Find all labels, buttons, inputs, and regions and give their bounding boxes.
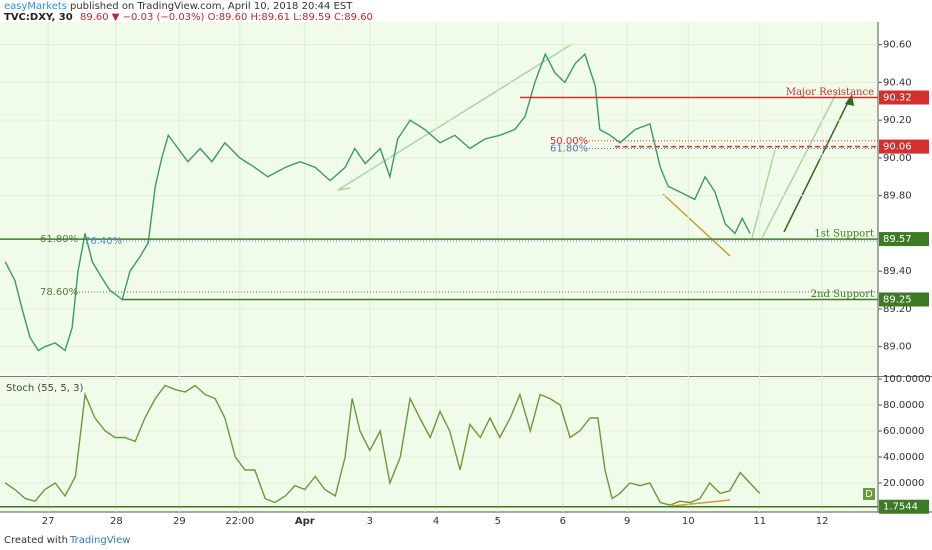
y-tick-label: 89.20	[883, 304, 912, 315]
y-tick-label: 90.20	[883, 115, 912, 126]
price-box-label: 90.32	[883, 93, 912, 104]
price-pane	[0, 22, 878, 375]
series-line	[4, 384, 761, 506]
fib-label: 61.80%	[40, 234, 78, 245]
y-tick-label: 89.80	[883, 191, 912, 202]
fib-label: 76.40%	[84, 236, 122, 247]
path-arrow	[761, 89, 839, 239]
level-label: 1st Support	[814, 229, 874, 240]
x-tick-label: 27	[42, 516, 55, 527]
level-label: 2nd Support	[811, 289, 874, 300]
fib-label: 50.00%	[550, 136, 588, 147]
brand: TradingView	[69, 535, 130, 546]
y-tick-label: 90.00	[883, 153, 912, 164]
y-tick-label: 89.40	[883, 266, 912, 277]
x-tick-label: Apr	[295, 516, 315, 527]
fib-label: 78.60%	[40, 287, 78, 298]
y-tick-label: 100.0000	[883, 374, 931, 385]
divergence-line	[671, 499, 731, 507]
stoch-pane	[0, 378, 878, 512]
x-tick-label: 5	[495, 516, 501, 527]
x-tick-label: 22:00	[225, 516, 254, 527]
legend-label: D	[865, 489, 873, 500]
price-box-label: 89.57	[883, 234, 912, 245]
fib-label: 61.80%	[550, 143, 588, 154]
price-box	[879, 139, 929, 154]
price-box	[879, 292, 929, 307]
y-tick-label: 90.60	[883, 40, 912, 51]
pane-title: Stoch (55, 5, 3)	[6, 383, 83, 394]
publisher: easyMarkets	[4, 1, 67, 12]
price-box-label: 1.7544	[883, 502, 918, 513]
y-tick-label: 20.0000	[883, 478, 924, 489]
x-tick-label: 3	[367, 516, 373, 527]
y-tick-label: 90.40	[883, 77, 912, 88]
path-arrow	[751, 149, 776, 239]
symbol: TVC:DXY, 30	[4, 12, 73, 23]
x-tick-label: 28	[110, 516, 123, 527]
x-tick-label: 4	[433, 516, 439, 527]
price-box-label: 89.25	[883, 294, 912, 305]
level-label: Major Resistance	[786, 87, 874, 98]
trend-arrow	[337, 187, 351, 191]
legend-box	[863, 488, 875, 500]
trend-arrow	[337, 43, 573, 191]
x-tick-label: 29	[173, 516, 186, 527]
series-line	[4, 52, 751, 352]
x-tick-label: 11	[753, 516, 766, 527]
y-tick-label: 40.0000	[883, 452, 924, 463]
price-box	[879, 499, 929, 514]
x-tick-label: 10	[682, 516, 695, 527]
price-box-label: 90.06	[883, 142, 912, 153]
x-tick-label: 12	[816, 516, 829, 527]
y-tick-label: 60.0000	[883, 426, 924, 437]
price-box	[879, 90, 929, 105]
created: Created with	[4, 535, 68, 546]
x-tick-label: 9	[624, 516, 630, 527]
quote: 89.60 ▼ −0.03 (−0.03%) O:89.60 H:89.61 L…	[80, 12, 373, 23]
y-tick-label: 89.00	[883, 342, 912, 353]
price-box	[879, 232, 929, 247]
x-tick-label: 6	[560, 516, 566, 527]
published: published on TradingView.com, April 10, …	[70, 1, 353, 12]
y-tick-label: 80.0000	[883, 400, 924, 411]
wedge-line	[662, 193, 731, 257]
